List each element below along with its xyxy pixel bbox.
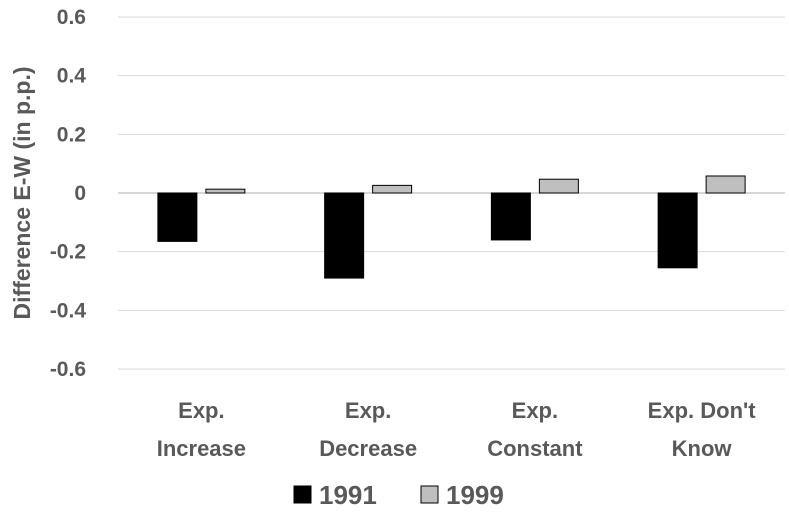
x-category-label: Constant: [487, 436, 583, 461]
bar-1991-2: [490, 192, 531, 241]
y-tick-label: 0.2: [57, 123, 86, 146]
x-category-label: Exp.: [512, 398, 558, 423]
y-tick-label: 0.4: [57, 65, 87, 88]
x-axis-categories: Exp. Increase Exp. Decrease Exp. Constant Exp.…: [157, 398, 757, 461]
y-tick-label: 0: [74, 182, 86, 205]
y-tick-label: -0.2: [50, 241, 86, 264]
x-category-label: Exp.: [345, 398, 391, 423]
bars: [157, 175, 746, 279]
bar-1999-1: [372, 184, 413, 194]
bar-1999-3: [705, 175, 746, 194]
y-tick-label: 0.6: [57, 6, 86, 29]
bar-1999-0: [205, 188, 246, 194]
y-axis-ticks: 0.6 0.4 0.2 0 -0.2 -0.4 -0.6: [50, 6, 87, 381]
x-category-label: Increase: [157, 436, 246, 461]
y-tick-label: -0.6: [50, 358, 86, 381]
bar-1991-0: [157, 192, 198, 242]
bar-1991-3: [657, 192, 698, 269]
x-category-label: Know: [672, 436, 733, 461]
x-category-label: Exp.: [178, 398, 224, 423]
x-category-label: Decrease: [319, 436, 417, 461]
y-axis-title: Difference E-W (in p.p.): [9, 67, 35, 320]
x-category-label: Exp. Don't: [648, 398, 757, 423]
bar-1991-1: [324, 192, 365, 279]
legend-label-1999: 1999: [446, 480, 504, 510]
y-tick-label: -0.4: [50, 299, 87, 322]
legend-swatch-1999: [420, 485, 439, 504]
bar-1999-2: [538, 178, 579, 194]
legend-label-1991: 1991: [319, 480, 377, 510]
legend: 1991 1999: [293, 480, 504, 510]
legend-swatch-1991: [293, 485, 312, 504]
